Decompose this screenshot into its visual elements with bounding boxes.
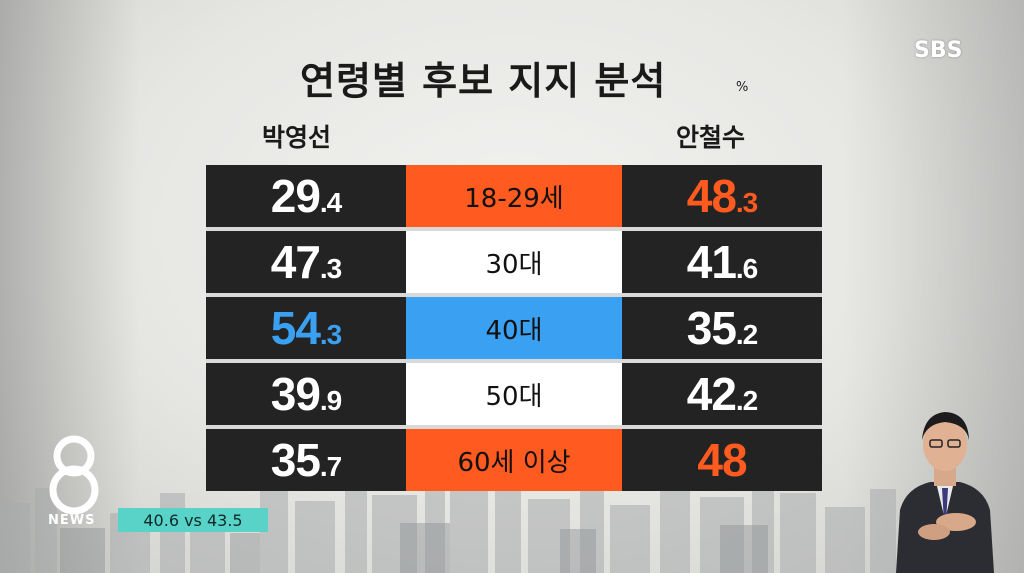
age-group-label: 40대	[485, 315, 543, 346]
left-value-cell: 35.7	[206, 429, 406, 491]
eight-news-logo-icon	[49, 435, 99, 515]
left-value-cell: 54.3	[206, 297, 406, 359]
city-skyline-background	[0, 463, 896, 573]
left-value-cell: 39.9	[206, 363, 406, 425]
left-value-cell: 47.3	[206, 231, 406, 293]
row-divider	[206, 425, 822, 429]
background-texture-left	[0, 0, 140, 573]
left-value: 29.4	[270, 170, 343, 222]
age-group-cell: 30대	[406, 231, 622, 293]
left-value: 54.3	[270, 302, 343, 354]
row-divider	[206, 227, 822, 231]
right-value: 42.2	[686, 368, 759, 420]
page-title: 연령별 후보 지지 분석	[300, 59, 667, 103]
right-value: 35.2	[686, 302, 759, 354]
age-group-cell: 50대	[406, 363, 622, 425]
table-row: 47.3 30대 41.6	[206, 231, 822, 293]
right-value-cell: 42.2	[622, 363, 822, 425]
right-value-cell: 41.6	[622, 231, 822, 293]
left-value-cell: 29.4	[206, 165, 406, 227]
left-value: 39.9	[270, 368, 343, 420]
candidate-left-name: 박영선	[262, 123, 332, 152]
right-value-cell: 35.2	[622, 297, 822, 359]
age-group-label: 30대	[485, 249, 543, 280]
right-value: 48.3	[686, 170, 759, 222]
ticker-badge: 40.6 vs 43.5	[118, 508, 268, 532]
table-row: 39.9 50대 42.2	[206, 363, 822, 425]
table-row: 35.7 60세 이상 48	[206, 429, 822, 491]
age-group-label: 50대	[485, 381, 543, 412]
candidate-right-name: 안철수	[676, 123, 746, 152]
unit-label: %	[736, 80, 749, 95]
sign-language-interpreter-image	[896, 412, 994, 573]
age-group-label: 60세 이상	[457, 447, 571, 478]
age-group-cell: 40대	[406, 297, 622, 359]
row-divider	[206, 359, 822, 363]
table-row: 54.3 40대 35.2	[206, 297, 822, 359]
left-value: 47.3	[270, 236, 343, 288]
right-value: 41.6	[686, 236, 759, 288]
left-value: 35.7	[270, 434, 343, 486]
right-value: 48	[697, 434, 747, 486]
age-group-cell: 18-29세	[406, 165, 622, 227]
right-value-cell: 48.3	[622, 165, 822, 227]
right-value-cell: 48	[622, 429, 822, 491]
age-group-label: 18-29세	[464, 183, 564, 214]
table-row: 29.4 18-29세 48.3	[206, 165, 822, 227]
age-group-cell: 60세 이상	[406, 429, 622, 491]
sbs-logo: SBS	[914, 38, 963, 63]
news-logo-label: NEWS	[48, 513, 96, 528]
row-divider	[206, 293, 822, 297]
